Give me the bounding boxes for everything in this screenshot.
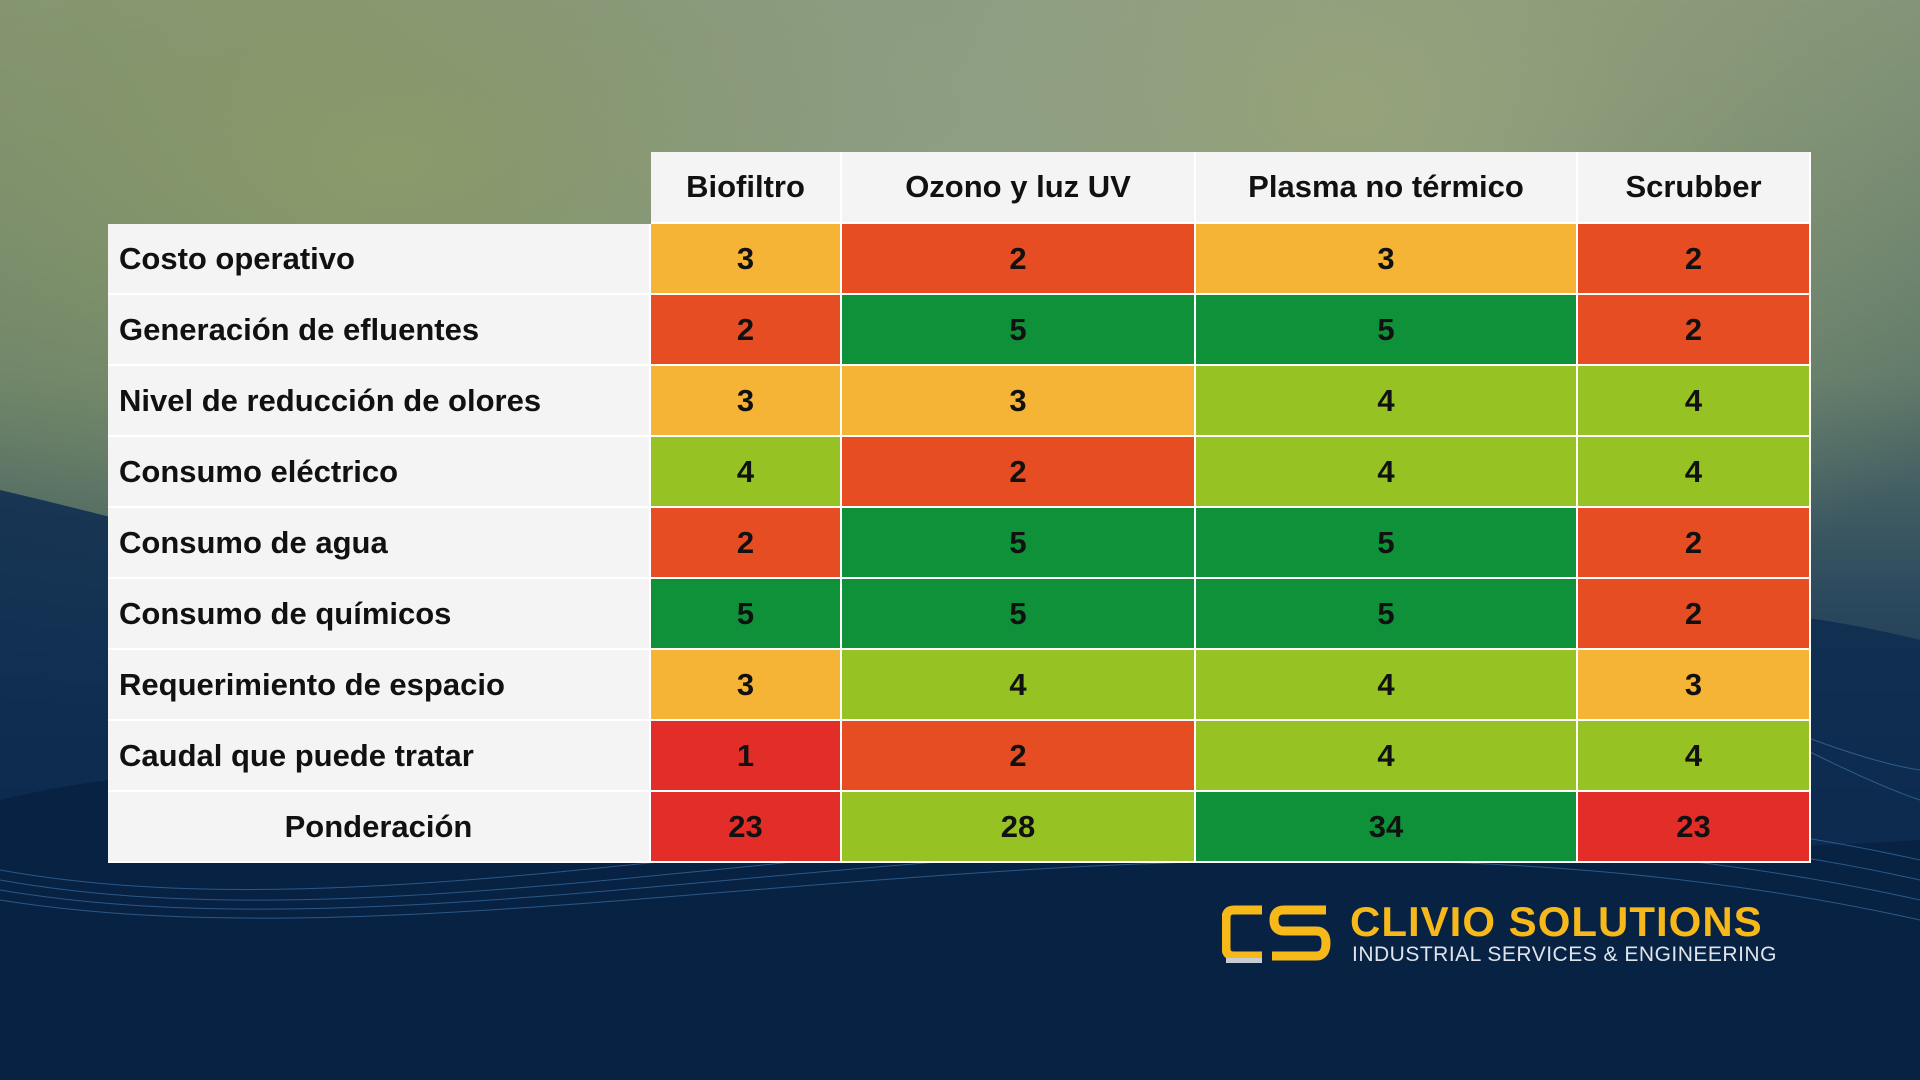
row-label: Consumo de químicos [108, 579, 651, 650]
score-cell: 5 [1196, 508, 1578, 579]
total-cell: 34 [1196, 792, 1578, 863]
score-cell: 5 [651, 579, 842, 650]
score-cell: 3 [1196, 224, 1578, 295]
total-label: Ponderación [108, 792, 651, 863]
score-cell: 3 [651, 224, 842, 295]
score-cell: 4 [651, 437, 842, 508]
score-cell: 2 [842, 224, 1196, 295]
score-cell: 4 [1196, 650, 1578, 721]
logo-name: CLIVIO SOLUTIONS [1350, 898, 1763, 945]
score-cell: 2 [651, 295, 842, 366]
score-cell: 3 [651, 366, 842, 437]
score-cell: 5 [842, 295, 1196, 366]
total-cell: 28 [842, 792, 1196, 863]
score-cell: 4 [1196, 721, 1578, 792]
total-cell: 23 [651, 792, 842, 863]
row-label: Consumo de agua [108, 508, 651, 579]
score-cell: 4 [1578, 366, 1811, 437]
logo-tagline: INDUSTRIAL SERVICES & ENGINEERING [1352, 943, 1777, 966]
row-label: Generación de efluentes [108, 295, 651, 366]
row-label: Requerimiento de espacio [108, 650, 651, 721]
column-header: Scrubber [1578, 152, 1811, 224]
total-cell: 23 [1578, 792, 1811, 863]
score-cell: 2 [842, 721, 1196, 792]
score-cell: 2 [1578, 295, 1811, 366]
score-cell: 5 [842, 508, 1196, 579]
score-cell: 2 [1578, 579, 1811, 650]
score-cell: 3 [1578, 650, 1811, 721]
score-cell: 3 [651, 650, 842, 721]
score-cell: 1 [651, 721, 842, 792]
score-cell: 4 [1578, 437, 1811, 508]
score-cell: 2 [1578, 508, 1811, 579]
column-header: Ozono y luz UV [842, 152, 1196, 224]
score-cell: 2 [842, 437, 1196, 508]
column-header: Plasma no térmico [1196, 152, 1578, 224]
score-cell: 4 [1196, 437, 1578, 508]
column-header: Biofiltro [651, 152, 842, 224]
score-cell: 5 [1196, 579, 1578, 650]
score-cell: 2 [651, 508, 842, 579]
score-cell: 3 [842, 366, 1196, 437]
score-cell: 4 [842, 650, 1196, 721]
row-label: Costo operativo [108, 224, 651, 295]
score-cell: 5 [842, 579, 1196, 650]
score-cell: 2 [1578, 224, 1811, 295]
score-cell: 5 [1196, 295, 1578, 366]
score-cell: 4 [1578, 721, 1811, 792]
row-label: Caudal que puede tratar [108, 721, 651, 792]
row-label: Consumo eléctrico [108, 437, 651, 508]
score-cell: 4 [1196, 366, 1578, 437]
row-label: Nivel de reducción de olores [108, 366, 651, 437]
logo-mark [1222, 905, 1331, 963]
